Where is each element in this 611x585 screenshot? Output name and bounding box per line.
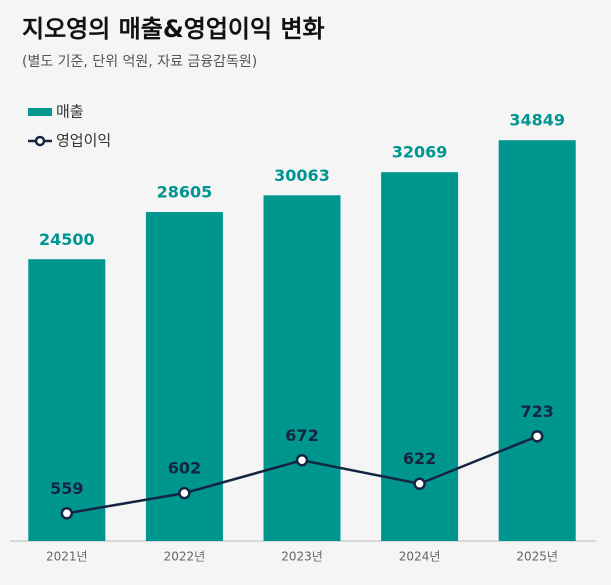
line-value-label: 622 xyxy=(403,449,436,468)
line-value-label: 559 xyxy=(50,479,83,498)
line-marker xyxy=(60,507,74,520)
bar xyxy=(498,140,576,541)
bar-value-label: 32069 xyxy=(392,143,448,162)
x-tick-label: 2024년 xyxy=(399,550,441,564)
line-marker xyxy=(530,430,544,443)
legend-swatch xyxy=(28,108,52,116)
x-tick-label: 2025년 xyxy=(516,550,558,564)
legend-label: 매출 xyxy=(56,103,84,121)
line-marker xyxy=(178,486,191,500)
legend-marker xyxy=(34,135,46,147)
bar-value-label: 24500 xyxy=(39,230,95,249)
bar-value-label: 30063 xyxy=(274,166,330,185)
line-value-label: 723 xyxy=(520,402,553,421)
x-tick-label: 2021년 xyxy=(46,550,88,564)
chart-title: 지오영의 매출&영업이익 변화 xyxy=(22,15,325,43)
bar-value-label: 28605 xyxy=(157,183,213,202)
line-marker xyxy=(295,454,309,467)
line-marker xyxy=(413,477,426,490)
line-value-label: 602 xyxy=(168,459,201,478)
x-tick-label: 2022년 xyxy=(164,550,206,564)
bar xyxy=(263,195,341,541)
bar-value-label: 34849 xyxy=(509,111,565,130)
legend-label: 영업이익 xyxy=(56,132,111,150)
line-value-label: 672 xyxy=(285,426,318,445)
bar xyxy=(28,259,106,541)
chart-subtitle: (별도 기준, 단위 억원, 자료 금융감독원) xyxy=(22,54,257,70)
x-tick-label: 2023년 xyxy=(281,550,323,564)
